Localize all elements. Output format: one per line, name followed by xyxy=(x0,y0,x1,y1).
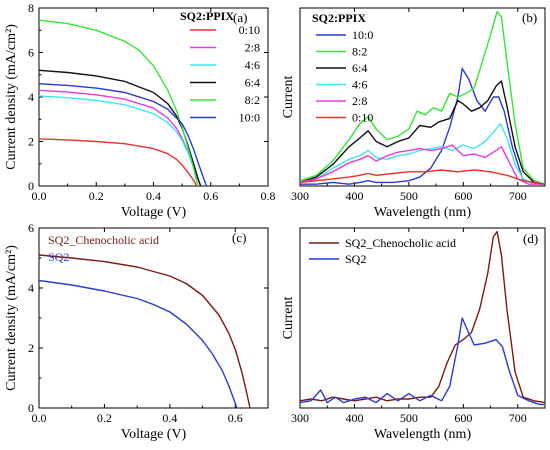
x-axis-title: Voltage (V) xyxy=(121,427,187,442)
series-group xyxy=(39,254,251,408)
legend-label: 6:4 xyxy=(352,61,367,75)
x-tick-label: 0.0 xyxy=(32,189,47,203)
x-tick-label: 0.2 xyxy=(89,189,104,203)
legend-label: SQ2 xyxy=(345,252,366,266)
legend-label: 8:2 xyxy=(245,93,260,107)
legend-label: 10:0 xyxy=(352,28,373,42)
series-line xyxy=(300,67,545,185)
legend-label: 4:6 xyxy=(245,58,260,72)
x-axis-title: Wavelength (nm) xyxy=(374,205,472,220)
legend-label: SQ2 xyxy=(48,250,69,264)
y-tick-label: 4 xyxy=(28,90,34,104)
legend-label: 0:10 xyxy=(352,111,373,125)
x-tick-label: 500 xyxy=(400,411,418,425)
y-tick-label: 2 xyxy=(28,341,34,355)
legend-label: 2:8 xyxy=(245,41,260,55)
x-tick-label: 600 xyxy=(454,411,472,425)
legend-label: 4:6 xyxy=(352,78,367,92)
x-tick-label: 700 xyxy=(509,189,527,203)
legend-title: SQ2:PPIX xyxy=(180,9,234,23)
series-line xyxy=(300,317,545,406)
plot-frame xyxy=(38,7,269,187)
x-tick-label: 0.6 xyxy=(228,411,243,425)
chart-panel: 0.0 0.2 0.4 0.6 0.8 0 2 4 6 8 Voltage (V) Current d… xyxy=(4,1,276,220)
series-line xyxy=(300,10,545,185)
series-line xyxy=(300,230,545,404)
y-axis-title: Current xyxy=(281,76,296,119)
y-axis-title: Current density (mA/cm²) xyxy=(4,245,19,391)
series-group xyxy=(39,19,208,186)
chart-panel: 300 400 500 600 700 Wavelength (nm) Current (b)… xyxy=(281,7,546,220)
series-group xyxy=(300,230,545,406)
series-line xyxy=(39,138,198,186)
y-tick-label: 2 xyxy=(28,135,34,149)
plot-frame xyxy=(38,227,269,409)
y-tick-label: 0 xyxy=(28,179,34,193)
series-line xyxy=(300,123,545,185)
panel-label: (b) xyxy=(522,10,537,25)
series-line xyxy=(39,19,199,186)
x-tick-label: 0.6 xyxy=(203,189,218,203)
x-tick-label: 500 xyxy=(400,189,418,203)
series-group xyxy=(300,10,545,185)
panel-label: (a) xyxy=(233,10,247,25)
series-line xyxy=(39,69,202,186)
legend-label: 10:0 xyxy=(239,111,260,125)
series-line xyxy=(300,80,545,185)
y-axis-title: Current density (mA/cm²) xyxy=(4,24,19,170)
x-tick-label: 0.4 xyxy=(146,189,161,203)
x-axis-title: Voltage (V) xyxy=(121,205,187,220)
x-tick-label: 0.0 xyxy=(32,411,47,425)
x-tick-label: 0.8 xyxy=(261,189,276,203)
y-axis-title: Current xyxy=(281,297,296,340)
panel-label: (d) xyxy=(523,231,538,246)
plot-frame xyxy=(299,7,546,187)
series-line xyxy=(39,279,238,408)
legend-title: SQ2:PPIX xyxy=(312,11,366,25)
series-line xyxy=(39,83,208,186)
y-tick-label: 6 xyxy=(28,221,34,235)
legend-label: 2:8 xyxy=(352,94,367,108)
series-line xyxy=(300,169,545,185)
legend-label: 8:2 xyxy=(352,45,367,59)
x-tick-label: 0.4 xyxy=(162,411,177,425)
x-axis-title: Wavelength (nm) xyxy=(374,427,472,442)
y-tick-label: 0 xyxy=(28,401,34,415)
legend-label: SQ2_Chenocholic acid xyxy=(48,233,159,247)
x-tick-label: 700 xyxy=(509,411,527,425)
x-tick-label: 600 xyxy=(454,189,472,203)
x-tick-label: 0.2 xyxy=(97,411,112,425)
x-tick-label: 300 xyxy=(291,411,309,425)
chart-panel: 300 400 500 600 700 Wavelength (nm) Current (d)… xyxy=(281,227,546,442)
x-tick-label: 300 xyxy=(291,189,309,203)
x-tick-label: 400 xyxy=(345,189,363,203)
legend-label: 6:4 xyxy=(245,76,260,90)
plot-frame xyxy=(299,227,546,409)
y-tick-label: 6 xyxy=(28,46,34,60)
y-tick-label: 4 xyxy=(28,281,34,295)
chart-panel: 0.0 0.2 0.4 0.6 0 2 4 6 Voltage (V) Current densi… xyxy=(4,221,269,442)
panel-label: (c) xyxy=(232,230,246,245)
series-line xyxy=(300,144,545,185)
x-tick-label: 400 xyxy=(345,411,363,425)
legend-label: 0:10 xyxy=(239,23,260,37)
legend-label: SQ2_Chenocholic acid xyxy=(345,236,456,250)
y-tick-label: 8 xyxy=(28,1,34,15)
series-line xyxy=(39,254,251,408)
